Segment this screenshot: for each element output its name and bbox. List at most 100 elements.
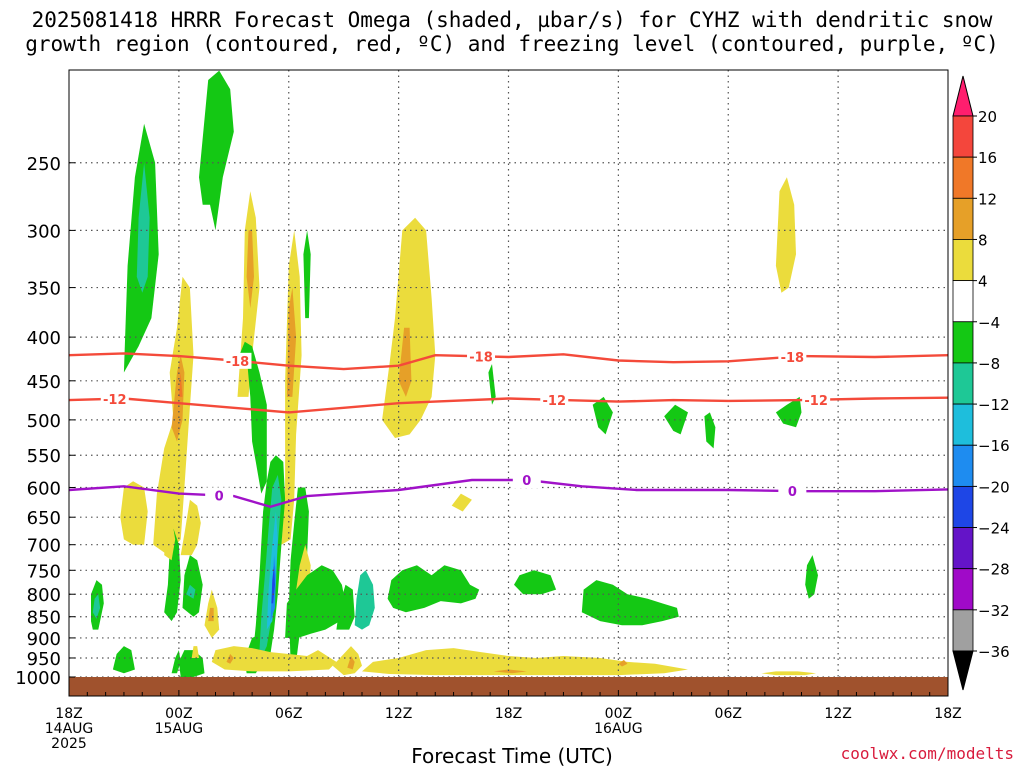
omega-region-53	[191, 646, 199, 658]
isotherm-label-bg	[540, 391, 569, 408]
omega-region-15	[451, 493, 472, 512]
omega-region-47	[347, 656, 355, 670]
isotherm-label: -18	[781, 351, 805, 366]
omega-region-7	[246, 230, 254, 309]
omega-region-11	[303, 230, 311, 319]
y-tick-label: 300	[27, 221, 61, 242]
isotherm-label: -12	[103, 393, 127, 408]
y-tick-label: 700	[27, 536, 61, 557]
colorbar-swatch	[952, 197, 974, 240]
omega-region-5	[178, 372, 183, 397]
x-tick-label: 18Z	[934, 706, 961, 722]
omega-region-10	[286, 287, 297, 397]
omega-region-55	[164, 528, 181, 622]
omega-region-6	[237, 191, 260, 397]
omega-region-31	[208, 607, 214, 622]
y-tick-label: 750	[27, 561, 61, 582]
y-tick-label: 800	[27, 585, 61, 606]
omega-region-56	[171, 650, 181, 674]
x-tick-label: 12Z	[385, 706, 412, 722]
x-tick-label: 18Z	[495, 706, 522, 722]
colorbar-swatch	[952, 444, 974, 487]
omega-region-8	[239, 341, 267, 494]
omega-region-54	[112, 646, 135, 674]
colorbar-swatch	[952, 485, 974, 528]
colorbar-bottom-arrow	[952, 650, 974, 691]
chart-title-line2: growth region (contoured, red, ºC) and f…	[25, 32, 999, 56]
x-tick-label: 06Z	[275, 706, 302, 722]
isotherm-line-1	[69, 396, 948, 414]
y-axis-ticks: 2503003504004505005506006507007508008509…	[15, 154, 75, 689]
y-tick-label: 600	[27, 479, 61, 500]
y-tick-label: 400	[27, 328, 61, 349]
x-tick-label: 12Z	[824, 706, 851, 722]
omega-shading	[91, 70, 818, 677]
isotherm-label-bg	[802, 391, 831, 408]
x-axis-label: Forecast Time (UTC)	[411, 744, 613, 768]
isotherm-label: -12	[804, 394, 828, 409]
omega-region-2	[199, 70, 234, 231]
omega-region-17	[664, 404, 688, 435]
y-tick-label: 250	[27, 154, 61, 175]
isotherm-label-bg	[205, 487, 234, 504]
omega-region-14	[488, 363, 496, 405]
grid-lines	[69, 70, 948, 678]
y-tick-label: 550	[27, 446, 61, 467]
colorbar-swatch	[952, 609, 974, 652]
colorbar-swatch	[952, 115, 974, 158]
omega-region-42	[581, 580, 679, 626]
colorbar-top-arrow	[952, 75, 974, 117]
colorbar-swatch	[952, 568, 974, 611]
colorbar-label: 12	[978, 190, 997, 208]
omega-region-37	[285, 565, 346, 638]
y-tick-label: 500	[27, 411, 61, 432]
omega-region-49	[493, 669, 527, 674]
colorbar-label: −8	[978, 355, 1000, 373]
omega-region-52	[120, 481, 148, 545]
x-tick-label: 16AUG	[594, 721, 643, 737]
y-tick-label: 350	[27, 279, 61, 300]
omega-region-27	[180, 499, 201, 556]
omega-region-18	[704, 412, 716, 449]
colorbar-label: −4	[978, 314, 1000, 332]
colorbar-label: 16	[978, 149, 997, 167]
colorbar-label: −24	[978, 520, 1010, 538]
x-tick-label: 00Z	[605, 706, 632, 722]
isotherm-label: -18	[226, 355, 250, 370]
colorbar-label: 20	[978, 108, 997, 126]
y-tick-label: 950	[27, 649, 61, 670]
omega-region-43	[805, 555, 818, 599]
colorbar-swatch	[952, 280, 974, 323]
x-tick-label: 2025	[51, 736, 87, 752]
chart-title-line1: 2025081418 HRRR Forecast Omega (shaded, …	[31, 8, 993, 32]
omega-region-34	[266, 511, 278, 630]
omega-region-46	[332, 646, 362, 676]
colorbar-label: −16	[978, 437, 1010, 455]
colorbar-label: −12	[978, 396, 1010, 414]
colorbar-label: 4	[978, 273, 988, 291]
isotherm-label: 0	[522, 474, 531, 489]
omega-region-38	[336, 584, 355, 630]
colorbar: 20 16 12 8 4 −4 −8 −12 −16 −20 −24 −28 −32 −36	[952, 75, 1010, 691]
omega-region-29	[186, 584, 196, 599]
isotherm-label-bg	[467, 348, 496, 365]
omega-region-26	[92, 594, 101, 619]
colorbar-label: −28	[978, 561, 1010, 579]
colorbar-label: −20	[978, 478, 1010, 496]
omega-region-57	[164, 517, 176, 561]
omega-region-13	[398, 327, 412, 397]
colorbar-swatch	[952, 156, 974, 199]
omega-region-20	[775, 177, 796, 293]
colorbar-label: −32	[978, 602, 1010, 620]
y-tick-label: 450	[27, 372, 61, 393]
x-tick-label: 14AUG	[45, 721, 94, 737]
colorbar-label: −36	[978, 643, 1010, 661]
x-tick-label: 06Z	[715, 706, 742, 722]
colorbar-swatch	[952, 362, 974, 405]
colorbar-swatch	[952, 321, 974, 364]
omega-region-41	[514, 570, 557, 595]
omega-region-45	[226, 654, 234, 664]
x-tick-label: 00Z	[165, 706, 192, 722]
